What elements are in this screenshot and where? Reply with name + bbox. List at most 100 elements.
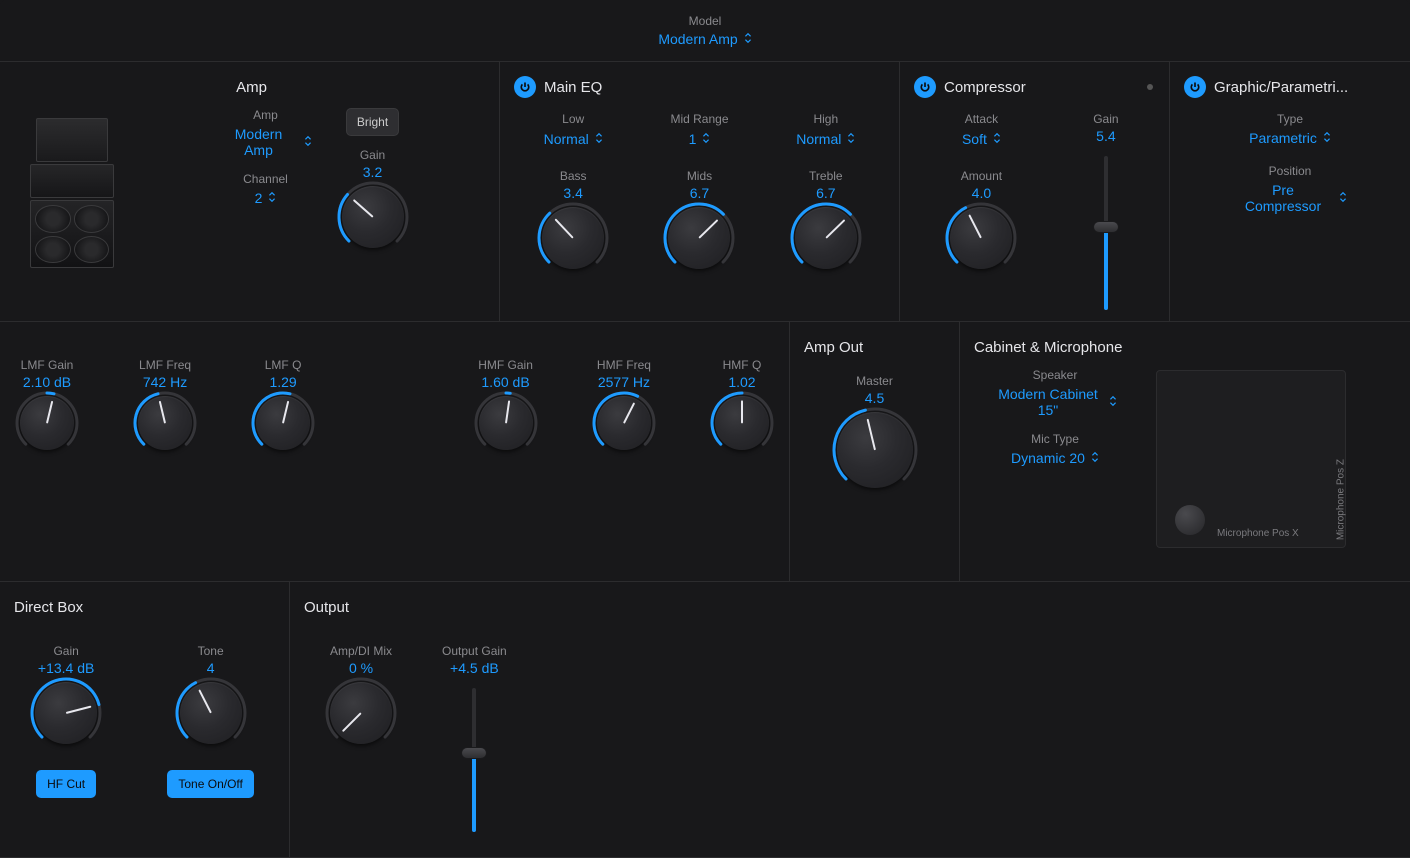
bass-label: Bass — [560, 169, 587, 183]
hf-cut-button[interactable]: HF Cut — [36, 770, 96, 798]
updown-icon — [1091, 451, 1099, 466]
hmf-q-knob[interactable] — [715, 396, 769, 450]
main-eq-power-button[interactable] — [514, 76, 536, 98]
hmf-freq-label: HMF Freq — [597, 358, 651, 372]
lmf-q-knob[interactable] — [256, 396, 310, 450]
comp-gain-label: Gain — [1093, 112, 1118, 126]
midrange-dropdown[interactable]: 1 — [689, 131, 711, 147]
gp-pos-label: Position — [1233, 164, 1347, 178]
lmf-q-label: LMF Q — [265, 358, 302, 372]
output-gain-label: Output Gain — [442, 644, 507, 658]
lmf-gain-value: 2.10 dB — [23, 374, 71, 390]
speaker-value: Modern Cabinet 15" — [993, 386, 1103, 418]
treble-value: 6.7 — [816, 185, 835, 201]
db-tone-value: 4 — [207, 660, 215, 676]
gp-power-button[interactable] — [1184, 76, 1206, 98]
updown-icon — [744, 32, 752, 47]
attack-label: Attack — [965, 112, 998, 126]
hmf-gain-knob[interactable] — [479, 396, 533, 450]
lmf-freq-knob[interactable] — [138, 396, 192, 450]
amp-icon — [30, 118, 114, 268]
bass-value: 3.4 — [563, 185, 582, 201]
amount-knob[interactable] — [950, 207, 1012, 269]
speaker-dropdown[interactable]: Modern Cabinet 15" — [993, 386, 1117, 418]
updown-icon — [847, 132, 855, 147]
main-eq-section: Main EQ Low Normal Bass 3.4 Mid Range — [500, 62, 900, 321]
compressor-led — [1147, 84, 1153, 90]
hmf-q-label: HMF Q — [723, 358, 762, 372]
bright-button[interactable]: Bright — [346, 108, 399, 136]
db-gain-knob[interactable] — [35, 682, 97, 744]
bass-knob[interactable] — [542, 207, 604, 269]
output-gain-slider[interactable] — [472, 688, 476, 832]
plugin-window: Model Modern Amp Amp — [0, 0, 1410, 858]
gp-type-dropdown[interactable]: Parametric — [1249, 130, 1331, 146]
compressor-title: Compressor — [944, 79, 1026, 96]
master-value: 4.5 — [865, 390, 884, 406]
mix-value: 0 % — [349, 660, 373, 676]
mic-type-dropdown[interactable]: Dynamic 20 — [1011, 450, 1099, 466]
lmf-freq-label: LMF Freq — [139, 358, 191, 372]
row-1: Amp Amp Modern Amp — [0, 62, 1410, 322]
mic-type-value: Dynamic 20 — [1011, 450, 1085, 466]
updown-icon — [304, 135, 312, 150]
db-tone-label: Tone — [198, 644, 224, 658]
amp-out-title: Amp Out — [804, 339, 863, 356]
mids-label: Mids — [687, 169, 712, 183]
gp-title: Graphic/Parametri... — [1214, 79, 1348, 96]
compressor-power-button[interactable] — [914, 76, 936, 98]
amp-dd-value: Modern Amp — [220, 126, 298, 158]
master-knob[interactable] — [837, 412, 913, 488]
gp-type-value: Parametric — [1249, 130, 1317, 146]
gain-value: 3.2 — [363, 164, 382, 180]
hmf-gain-label: HMF Gain — [478, 358, 533, 372]
output-gain-value: +4.5 dB — [450, 660, 499, 676]
amp-section: Amp Amp Modern Amp — [0, 62, 500, 321]
high-dropdown[interactable]: Normal — [796, 131, 855, 147]
gp-pos-value: Pre Compressor — [1233, 182, 1333, 214]
db-gain-value: +13.4 dB — [38, 660, 94, 676]
db-tone-knob[interactable] — [180, 682, 242, 744]
updown-icon — [1109, 395, 1117, 410]
amp-dropdown[interactable]: Modern Amp — [220, 126, 312, 158]
main-eq-title: Main EQ — [544, 79, 602, 96]
attack-dropdown[interactable]: Soft — [962, 131, 1001, 147]
model-value: Modern Amp — [658, 31, 737, 47]
gain-label: Gain — [360, 148, 385, 162]
comp-gain-slider[interactable] — [1104, 156, 1108, 310]
treble-knob[interactable] — [795, 207, 857, 269]
lmf-freq-value: 742 Hz — [143, 374, 187, 390]
mic-position-pad[interactable]: Microphone Pos Z Microphone Pos X — [1156, 370, 1346, 548]
direct-box-section: Direct Box Gain +13.4 dB HF Cut Tone 4 T… — [0, 582, 290, 857]
channel-label: Channel — [243, 172, 288, 186]
amp-dd-label: Amp — [220, 108, 312, 122]
updown-icon — [702, 132, 710, 147]
low-label: Low — [562, 112, 584, 126]
midrange-value: 1 — [689, 131, 697, 147]
low-value: Normal — [544, 131, 589, 147]
mids-knob[interactable] — [668, 207, 730, 269]
output-section: Output Amp/DI Mix 0 % Output Gain +4.5 d… — [290, 582, 1410, 857]
hmf-freq-knob[interactable] — [597, 396, 651, 450]
mix-knob[interactable] — [330, 682, 392, 744]
low-dropdown[interactable]: Normal — [544, 131, 603, 147]
mic-type-label: Mic Type — [1011, 432, 1099, 446]
channel-dropdown[interactable]: 2 — [255, 190, 277, 206]
lmf-gain-label: LMF Gain — [21, 358, 74, 372]
gp-type-label: Type — [1249, 112, 1331, 126]
updown-icon — [1323, 131, 1331, 146]
lmf-gain-knob[interactable] — [20, 396, 74, 450]
model-dropdown[interactable]: Modern Amp — [658, 31, 751, 47]
compressor-section: Compressor Attack Soft Amount 4.0 Gain — [900, 62, 1170, 321]
mic-pos-x-label: Microphone Pos X — [1217, 528, 1299, 539]
updown-icon — [268, 191, 276, 206]
mic-position-handle[interactable] — [1175, 505, 1205, 535]
model-bar: Model Modern Amp — [0, 0, 1410, 62]
amount-label: Amount — [961, 169, 1002, 183]
amp-title: Amp — [14, 79, 489, 96]
tone-on-off-button[interactable]: Tone On/Off — [167, 770, 253, 798]
gp-pos-dropdown[interactable]: Pre Compressor — [1233, 182, 1347, 214]
gain-knob[interactable] — [342, 186, 404, 248]
attack-value: Soft — [962, 131, 987, 147]
updown-icon — [595, 132, 603, 147]
